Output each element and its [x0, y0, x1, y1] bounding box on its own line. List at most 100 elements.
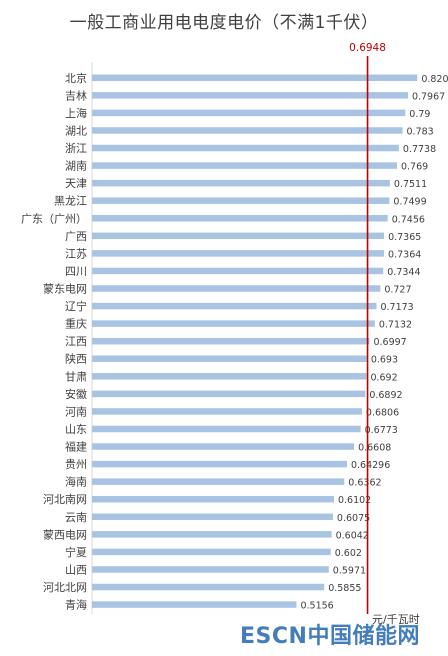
- data-label: 0.64296: [351, 460, 390, 471]
- bar: [92, 250, 385, 257]
- bar: [92, 109, 406, 117]
- bar: [92, 373, 367, 380]
- bar: [92, 179, 390, 187]
- bar: [92, 92, 408, 99]
- category-label: 河北北网: [43, 581, 87, 594]
- data-label: 0.7173: [380, 302, 413, 313]
- bar: [92, 74, 418, 82]
- bar: [92, 127, 403, 134]
- data-label: 0.602: [335, 548, 362, 559]
- category-label: 浙江: [65, 142, 87, 155]
- data-label: 0.6806: [366, 407, 399, 418]
- bar: [92, 566, 329, 573]
- bar: [92, 531, 332, 538]
- data-label: 0.769: [401, 162, 428, 173]
- category-label: 蒙东电网: [43, 283, 87, 296]
- data-label: 0.6997: [373, 337, 406, 348]
- category-label: 天津: [65, 177, 87, 190]
- bar: [92, 215, 388, 222]
- category-label: 广东（广州）: [21, 212, 87, 225]
- data-label: 0.6075: [337, 513, 370, 524]
- bar: [92, 601, 297, 608]
- data-label: 0.79: [409, 109, 430, 120]
- watermark-cjk: 中国储能网: [307, 624, 420, 649]
- bar: [92, 478, 345, 485]
- data-label: 0.727: [384, 285, 411, 296]
- data-label: 0.6892: [369, 390, 402, 401]
- category-label: 福建: [65, 440, 87, 454]
- bar: [92, 267, 384, 275]
- data-label: 0.5156: [300, 601, 333, 612]
- bar: [92, 197, 390, 204]
- bar: [92, 513, 333, 521]
- bar: [92, 302, 377, 310]
- bar: [92, 425, 361, 433]
- data-label: 0.7364: [388, 249, 421, 260]
- data-label: 0.7456: [392, 214, 425, 225]
- chart-title: 一般工商业用电电度电价（不满1千伏）: [69, 13, 379, 33]
- data-label: 0.7132: [379, 320, 412, 331]
- data-label: 0.6608: [358, 443, 391, 454]
- bar: [92, 390, 366, 398]
- category-label: 河北南网: [43, 493, 87, 506]
- data-label: 0.7344: [387, 267, 420, 278]
- category-label: 山东: [65, 423, 87, 436]
- bar: [92, 443, 355, 450]
- data-label: 0.5971: [333, 565, 366, 576]
- bar: [92, 162, 397, 169]
- data-label: 0.7365: [388, 232, 421, 243]
- category-label: 湖南: [65, 160, 87, 173]
- category-label: 吉林: [65, 88, 87, 102]
- data-label: 0.7499: [393, 197, 426, 208]
- data-label: 0.7967: [412, 91, 445, 102]
- data-label: 0.5855: [328, 583, 361, 594]
- category-label: 云南: [65, 511, 87, 524]
- category-label: 上海: [65, 106, 87, 120]
- data-label: 0.6042: [336, 530, 369, 541]
- bar: [92, 495, 334, 503]
- bar: [92, 337, 370, 345]
- category-label: 甘肃: [65, 370, 87, 383]
- reference-line-label: 0.6948: [349, 42, 386, 54]
- category-label: 安徽: [65, 387, 87, 401]
- data-label: 0.8203: [421, 74, 448, 85]
- category-label: 辽宁: [65, 299, 87, 313]
- bar: [92, 548, 331, 556]
- category-label: 河南: [65, 405, 87, 418]
- unit-label: 元/千瓦时: [372, 613, 420, 626]
- category-label: 黑龙江: [54, 195, 87, 208]
- bar: [92, 583, 325, 591]
- category-label: 重庆: [65, 317, 87, 331]
- bar: [92, 460, 347, 468]
- category-label: 蒙西电网: [43, 528, 87, 541]
- category-label: 青海: [65, 598, 87, 612]
- bar: [92, 144, 399, 152]
- category-label: 江苏: [65, 247, 87, 260]
- data-label: 0.7738: [403, 144, 436, 155]
- data-label: 0.783: [407, 126, 434, 137]
- bar: [92, 355, 367, 362]
- data-label: 0.6362: [348, 478, 381, 489]
- data-label: 0.6102: [338, 495, 371, 506]
- data-label: 0.693: [371, 355, 398, 366]
- bar: [92, 232, 385, 240]
- bar: [92, 408, 362, 415]
- category-label: 海南: [65, 475, 87, 489]
- watermark-latin: ESCN: [240, 624, 308, 649]
- watermark-logo: ESCN中国储能网: [240, 618, 420, 650]
- category-label: 陕西: [65, 352, 87, 366]
- bar: [92, 285, 381, 292]
- bar: [92, 320, 375, 327]
- category-label: 山西: [65, 563, 87, 576]
- data-label: 0.7511: [394, 179, 427, 190]
- category-label: 宁夏: [65, 545, 87, 559]
- category-label: 湖北: [65, 124, 87, 137]
- category-label: 贵州: [65, 458, 87, 471]
- category-label: 广西: [65, 230, 87, 243]
- data-label: 0.6773: [365, 425, 398, 436]
- category-label: 北京: [65, 71, 87, 85]
- category-label: 江西: [65, 335, 87, 348]
- category-label: 四川: [65, 265, 87, 278]
